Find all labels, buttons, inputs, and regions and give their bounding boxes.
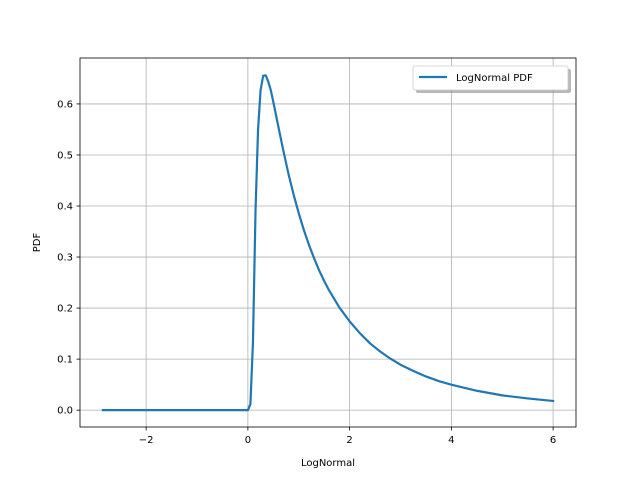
y-tick-label: 0.5	[57, 150, 73, 161]
y-tick-label: 0.0	[57, 406, 73, 417]
x-tick-label: 6	[550, 435, 556, 446]
axes-frame	[79, 57, 577, 428]
legend-label: LogNormal PDF	[456, 73, 533, 84]
y-tick-label: 0.6	[57, 99, 73, 110]
y-tick-label: 0.2	[57, 304, 73, 315]
y-axis-label: PDF	[32, 233, 43, 253]
series-line	[101, 74, 555, 412]
x-tick-label: 0	[245, 435, 251, 446]
x-axis-ticks: −2 0 2 4 6	[139, 427, 556, 446]
x-tick-label: 4	[448, 435, 454, 446]
y-tick-label: 0.3	[57, 253, 73, 264]
grid	[80, 58, 576, 427]
y-axis-ticks: 0.0 0.1 0.2 0.3 0.4 0.5 0.6	[57, 99, 80, 417]
x-tick-label: 2	[346, 435, 352, 446]
plot-area: −2 0 2 4 6 0.0 0.1 0.2 0.3 0.4 0.5 0.6	[57, 57, 577, 446]
legend-box	[412, 65, 569, 91]
y-tick-label: 0.4	[57, 202, 73, 213]
y-tick-label: 0.1	[57, 355, 73, 366]
legend: LogNormal PDF	[412, 65, 571, 93]
series-layer	[101, 74, 555, 412]
axes-background	[80, 58, 576, 427]
x-tick-label: −2	[139, 435, 154, 446]
x-axis-label: LogNormal	[301, 458, 355, 469]
